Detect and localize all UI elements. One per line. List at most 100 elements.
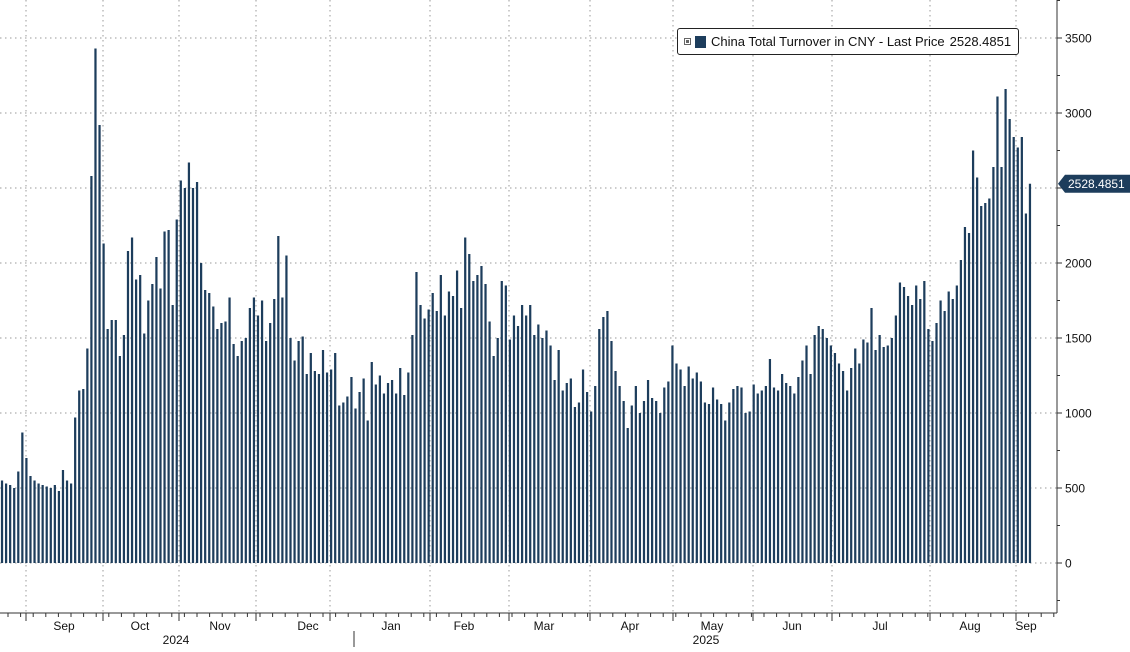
bar	[492, 356, 495, 563]
bar	[220, 323, 223, 563]
bar	[313, 371, 316, 563]
bar	[935, 323, 938, 563]
bar	[362, 378, 365, 563]
bar	[951, 299, 954, 563]
x-month-label: Mar	[534, 619, 555, 633]
bar	[395, 393, 398, 563]
bar	[447, 291, 451, 563]
bar	[159, 288, 162, 563]
bar	[244, 338, 247, 563]
bar	[260, 300, 264, 563]
last-value-tag: 2528.4851	[1068, 177, 1125, 191]
bar	[183, 188, 186, 563]
bar	[902, 287, 906, 563]
bar	[841, 371, 845, 563]
bar	[939, 300, 942, 563]
bar	[663, 387, 666, 563]
bar	[1028, 183, 1032, 564]
bar	[350, 377, 353, 563]
x-axis-ticks: Sep Oct Nov Dec Jan Feb Mar Apr May Jun Jul Aug Sep 2…	[7, 613, 1055, 647]
bar	[175, 219, 178, 563]
bar	[382, 393, 386, 563]
bar	[882, 347, 885, 563]
axes	[0, 0, 1058, 614]
bar	[898, 282, 902, 563]
bar	[134, 279, 138, 563]
bar	[634, 386, 637, 563]
bar	[626, 428, 629, 563]
x-month-label: Sep	[1015, 619, 1037, 633]
bar	[9, 485, 12, 563]
bar	[114, 320, 117, 563]
bar	[37, 483, 40, 563]
bar	[508, 339, 512, 563]
bar	[874, 350, 877, 563]
bar	[293, 360, 296, 563]
bar	[537, 324, 540, 563]
bar	[252, 297, 256, 563]
legend[interactable]: China Total Turnover in CNY - Last Price…	[677, 28, 1020, 55]
y-axis-ticks: 3500300025002000150010005000	[1057, 0, 1092, 601]
bar	[971, 150, 975, 563]
bar	[943, 311, 946, 563]
bar	[236, 356, 239, 563]
x-year-label: 2025	[693, 633, 720, 647]
bar	[610, 341, 613, 563]
bar	[484, 284, 487, 563]
bar	[711, 387, 715, 563]
bar	[703, 402, 707, 563]
bar	[797, 377, 800, 563]
bar	[240, 341, 243, 563]
bar	[435, 311, 438, 563]
bar	[269, 323, 272, 563]
bar	[78, 390, 81, 563]
bar-series	[0, 48, 1032, 564]
bar	[878, 335, 881, 563]
bar	[216, 329, 219, 563]
bar	[805, 345, 808, 563]
bar	[748, 411, 751, 563]
bar	[1008, 119, 1011, 563]
bar	[1012, 137, 1015, 563]
bar	[614, 371, 617, 563]
bar	[118, 356, 121, 563]
bar	[890, 338, 893, 563]
y-tick-label: 1500	[1065, 332, 1092, 346]
bar	[598, 329, 601, 563]
legend-toggle-icon[interactable]	[684, 38, 691, 45]
bar	[346, 396, 349, 563]
x-month-label: Dec	[297, 619, 318, 633]
bar	[630, 405, 633, 563]
x-month-label: May	[701, 619, 724, 633]
bar	[862, 339, 865, 563]
bar	[691, 378, 694, 563]
bar	[232, 344, 235, 563]
bar	[289, 338, 292, 563]
bar	[821, 329, 824, 563]
bar	[545, 330, 548, 563]
bar	[764, 386, 767, 563]
bar	[265, 341, 268, 563]
bar	[793, 393, 796, 563]
bar	[110, 320, 113, 563]
bar	[963, 227, 967, 563]
bar	[590, 411, 593, 563]
x-month-label: Sep	[53, 619, 75, 633]
bar	[565, 383, 568, 563]
bar	[906, 296, 910, 563]
bar	[13, 488, 16, 563]
bar	[984, 203, 987, 563]
bar	[955, 285, 958, 563]
bar	[468, 254, 471, 563]
bar	[557, 350, 560, 563]
bar	[411, 335, 414, 563]
bar	[464, 237, 467, 563]
x-month-label: Oct	[131, 619, 150, 633]
bar	[4, 483, 8, 563]
bar	[594, 386, 597, 563]
bar	[699, 381, 702, 563]
bar	[504, 285, 507, 563]
bar	[569, 378, 572, 563]
bar	[500, 281, 503, 563]
bar	[195, 182, 199, 563]
